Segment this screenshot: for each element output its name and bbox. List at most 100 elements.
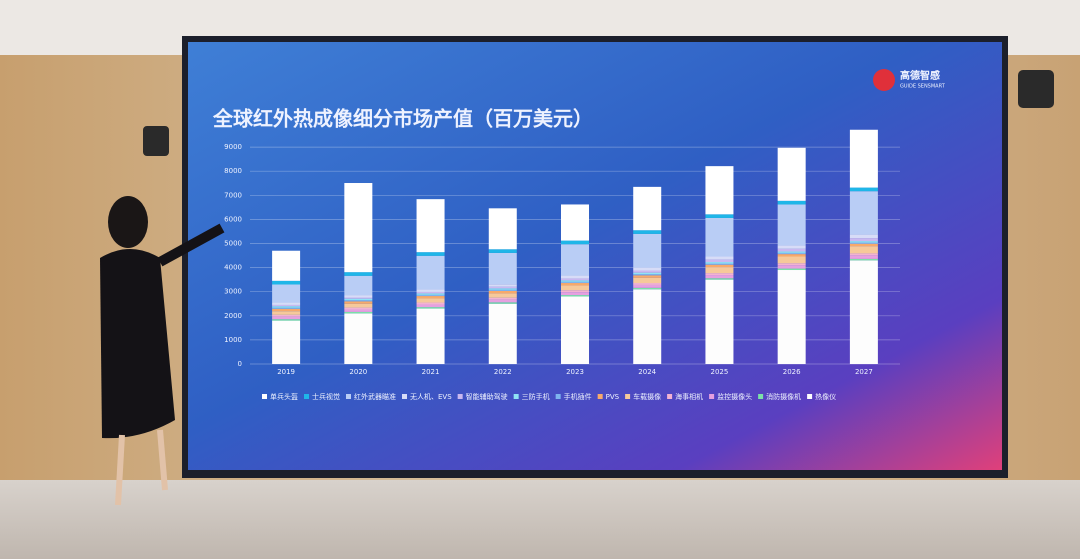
bar-segment <box>488 284 517 287</box>
legend-label: 热像仪 <box>815 392 836 401</box>
bar-segment <box>849 234 878 239</box>
y-tick-label: 3000 <box>224 288 242 296</box>
bar-segment <box>344 183 373 273</box>
bar-segment <box>488 249 517 253</box>
legend-label: 士兵视觉 <box>312 392 340 401</box>
camera <box>1018 70 1054 108</box>
bar-segment <box>777 254 806 257</box>
bar-segment <box>488 208 517 250</box>
bar-segment <box>344 309 373 312</box>
bar-segment <box>633 230 662 234</box>
bar-segment <box>561 283 589 286</box>
bar-segment <box>344 307 373 310</box>
y-tick-label: 6000 <box>224 215 242 223</box>
bar-segment <box>488 286 517 289</box>
bar-segment <box>272 307 301 309</box>
legend-swatch <box>402 394 407 399</box>
bar-segment <box>777 245 806 249</box>
x-tick-label: 2023 <box>566 368 584 376</box>
presenter <box>100 196 225 506</box>
bar-segment <box>705 264 734 268</box>
bar-segment <box>705 278 734 280</box>
legend-label: 单兵头盔 <box>270 392 298 401</box>
bar-segment <box>777 252 806 255</box>
legend-label: PVS <box>606 393 620 401</box>
bar-segment <box>561 280 589 282</box>
bar-segment <box>416 302 445 305</box>
bar-segment <box>416 296 445 299</box>
bar-segment <box>849 260 878 364</box>
bar-segment <box>561 240 589 245</box>
bar-segment <box>849 241 878 243</box>
x-tick-label: 2025 <box>711 368 729 376</box>
bar-segment <box>416 298 445 303</box>
bar-segment <box>561 278 589 281</box>
logo-name: 高德智感 <box>900 69 940 82</box>
bar-segment <box>633 277 662 284</box>
logo-mark <box>873 69 895 91</box>
legend-label: 海事相机 <box>675 392 703 401</box>
bar-segment <box>705 217 734 257</box>
bar-segment <box>705 279 734 364</box>
bar-segment <box>561 295 589 297</box>
bar-segment <box>344 298 373 301</box>
legend-swatch <box>625 394 631 399</box>
bar-segment <box>705 267 734 274</box>
bar-segment <box>488 252 517 285</box>
bar-segment <box>488 289 517 291</box>
bar-segment <box>488 290 517 294</box>
bar-segment <box>272 284 301 303</box>
bar-segment <box>561 290 589 293</box>
bar-segment <box>344 311 373 314</box>
bar-segment <box>488 288 517 290</box>
bar-segment <box>416 252 445 256</box>
bar-segment <box>416 294 445 297</box>
bar-segment <box>849 191 878 235</box>
bar-segment <box>344 275 373 296</box>
bar-segment <box>272 314 301 317</box>
bar-segment <box>849 238 878 242</box>
bar-segment <box>272 280 301 285</box>
bar-segment <box>272 308 301 312</box>
bar-segment <box>344 295 373 298</box>
bar-segment <box>272 250 301 281</box>
y-tick-label: 4000 <box>224 264 242 272</box>
bar-segment <box>416 255 445 290</box>
bar-segment <box>344 272 373 276</box>
bar-segment <box>416 304 445 308</box>
bar-segment <box>849 258 878 261</box>
bar-segment <box>416 307 445 309</box>
y-tick-label: 1000 <box>224 336 242 344</box>
bar-segment <box>344 301 373 304</box>
bar-segment <box>488 293 517 298</box>
logo-subtitle: GUIDE SENSMART <box>900 84 946 90</box>
bar-segment <box>705 273 734 276</box>
bar-segment <box>633 287 662 290</box>
bar-segment <box>416 289 445 292</box>
bar-segment <box>849 246 878 254</box>
legend-label: 红外武器瞄准 <box>354 392 396 401</box>
legend-label: 无人机、EVS <box>410 392 452 401</box>
bar-segment <box>416 293 445 295</box>
legend-label: 三防手机 <box>522 392 550 401</box>
bar-segment <box>272 320 301 364</box>
bar-segment <box>488 299 517 303</box>
legend-swatch <box>513 394 519 399</box>
bar-segment <box>488 297 517 300</box>
legend-swatch <box>262 394 267 399</box>
legend-swatch <box>758 394 764 399</box>
bar-segment <box>777 200 806 205</box>
bar-segment <box>633 283 662 285</box>
x-tick-label: 2026 <box>783 368 801 376</box>
x-tick-label: 2020 <box>349 368 367 376</box>
bar-segment <box>777 147 806 201</box>
bar-segment <box>561 244 589 276</box>
floor <box>0 480 1080 559</box>
bar-segment <box>777 204 806 246</box>
camera <box>143 126 169 156</box>
legend-label: 监控摄像头 <box>717 392 752 401</box>
legend-swatch <box>457 394 463 399</box>
bar-segment <box>633 284 662 288</box>
bar-segment <box>633 267 662 271</box>
bar-segment <box>561 204 589 241</box>
